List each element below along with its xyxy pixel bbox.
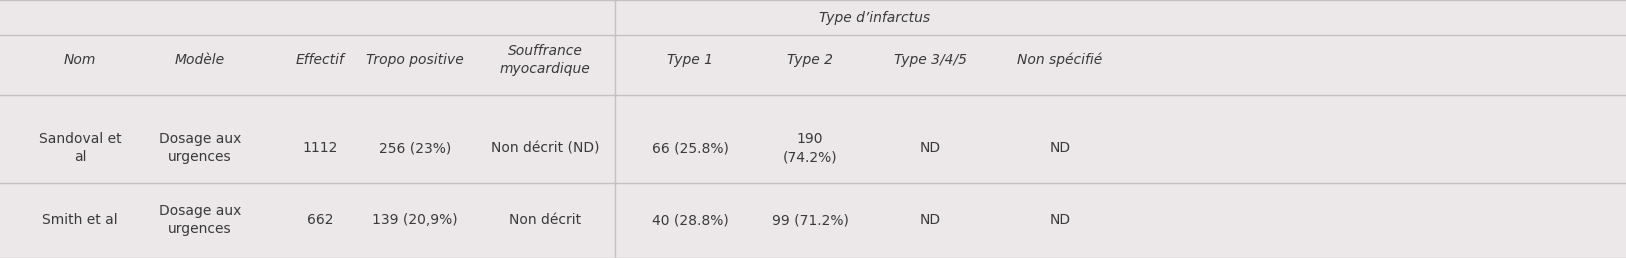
Text: ND: ND: [1049, 213, 1070, 227]
Text: Type d’infarctus: Type d’infarctus: [820, 11, 930, 25]
Text: Non décrit (ND): Non décrit (ND): [491, 141, 600, 155]
Text: Type 3/4/5: Type 3/4/5: [894, 53, 966, 67]
Text: ND: ND: [919, 141, 940, 155]
Text: Sandoval et
al: Sandoval et al: [39, 132, 122, 164]
Text: 662: 662: [307, 213, 333, 227]
Text: Tropo positive: Tropo positive: [366, 53, 463, 67]
Text: Dosage aux
urgences: Dosage aux urgences: [159, 204, 241, 236]
Text: Smith et al: Smith et al: [42, 213, 117, 227]
Text: Non décrit: Non décrit: [509, 213, 580, 227]
Text: Dosage aux
urgences: Dosage aux urgences: [159, 132, 241, 164]
Text: Modèle: Modèle: [176, 53, 224, 67]
Text: 1112: 1112: [302, 141, 338, 155]
Text: 40 (28.8%): 40 (28.8%): [652, 213, 728, 227]
Text: ND: ND: [1049, 141, 1070, 155]
Text: ND: ND: [919, 213, 940, 227]
Text: Type 1: Type 1: [667, 53, 712, 67]
Text: Non spécifié: Non spécifié: [1018, 53, 1102, 67]
Text: 66 (25.8%): 66 (25.8%): [652, 141, 728, 155]
Text: 190
(74.2%): 190 (74.2%): [782, 132, 837, 164]
Text: 99 (71.2%): 99 (71.2%): [772, 213, 849, 227]
Text: Effectif: Effectif: [296, 53, 345, 67]
Text: Nom: Nom: [63, 53, 96, 67]
Text: 139 (20,9%): 139 (20,9%): [372, 213, 459, 227]
Text: Type 2: Type 2: [787, 53, 833, 67]
Text: 256 (23%): 256 (23%): [379, 141, 450, 155]
Text: Souffrance
myocardique: Souffrance myocardique: [499, 44, 590, 76]
